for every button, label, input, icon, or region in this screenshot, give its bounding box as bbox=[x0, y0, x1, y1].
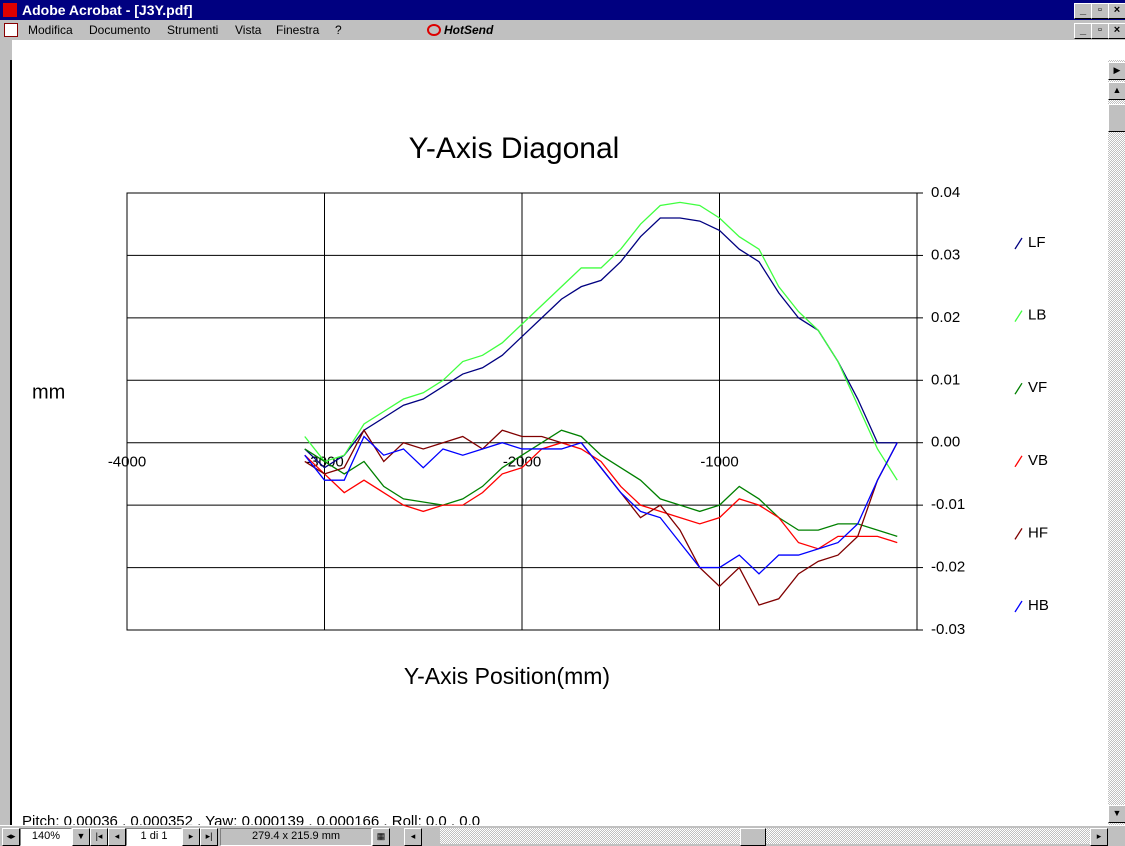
minimize-button[interactable]: _ bbox=[1074, 3, 1092, 19]
page-size: 279.4 x 215.9 mm bbox=[220, 828, 372, 846]
doc-icon bbox=[4, 23, 18, 37]
y-tick-label: -0.02 bbox=[931, 559, 965, 576]
data-line bbox=[304, 442, 898, 550]
status-bar: ◂▸ 140% ▼ |◂ ◂ 1 di 1 ▸ ▸| 279.4 x 215.9… bbox=[0, 825, 1125, 846]
next-page[interactable]: ▸ bbox=[182, 828, 200, 846]
prev-page[interactable]: ◂ bbox=[108, 828, 126, 846]
toolbar-strip bbox=[0, 40, 1125, 60]
y-tick-label: 0.04 bbox=[931, 184, 960, 201]
y-tick-label: 0.00 bbox=[931, 434, 960, 451]
y-axis-label: mm bbox=[32, 381, 65, 403]
x-tick-label: -4000 bbox=[108, 454, 146, 471]
legend-label: HF bbox=[1028, 524, 1048, 541]
horizontal-scrollbar[interactable] bbox=[440, 828, 1090, 846]
split-button[interactable]: ◂▸ bbox=[2, 828, 20, 846]
zoom-dropdown[interactable]: ▼ bbox=[72, 828, 90, 846]
hotsend-icon bbox=[427, 24, 441, 36]
legend-label: VF bbox=[1028, 379, 1047, 396]
legend-swatch bbox=[1014, 455, 1023, 468]
y-tick-label: 0.03 bbox=[931, 246, 960, 263]
legend-swatch bbox=[1014, 310, 1023, 322]
vertical-scrollbar[interactable]: ▶ ▲ ▼ bbox=[1108, 60, 1125, 825]
data-line bbox=[304, 429, 898, 537]
document-view: Y-Axis Diagonal Y-Axis Position(mm) mm P… bbox=[10, 60, 1108, 825]
menu-item[interactable]: Strumenti bbox=[167, 23, 219, 37]
scroll-right-button[interactable]: ▸ bbox=[1090, 828, 1108, 846]
legend-label: HB bbox=[1028, 597, 1049, 614]
x-tick-label: -1000 bbox=[700, 454, 738, 471]
legend-label: LB bbox=[1028, 307, 1046, 324]
scroll-left-button[interactable]: ◂ bbox=[404, 828, 422, 846]
data-line bbox=[304, 217, 898, 469]
h-scroll-thumb[interactable] bbox=[740, 828, 766, 846]
doc-close[interactable]: × bbox=[1108, 23, 1125, 39]
scroll-right-button[interactable]: ▶ bbox=[1108, 62, 1125, 80]
legend-label: LF bbox=[1028, 234, 1046, 251]
chart: Y-Axis Diagonal Y-Axis Position(mm) mm P… bbox=[22, 132, 1049, 825]
title-bar: Adobe Acrobat - [J3Y.pdf] _ ▫ × bbox=[0, 0, 1125, 20]
menu-item[interactable]: Documento bbox=[89, 23, 151, 37]
legend-label: VB bbox=[1028, 452, 1048, 469]
scroll-thumb[interactable] bbox=[1108, 104, 1125, 132]
footer-text: Pitch: 0.00036 , 0.000352 , Yaw: 0.00013… bbox=[22, 813, 480, 825]
data-line bbox=[304, 428, 898, 606]
y-tick-label: -0.03 bbox=[931, 621, 965, 638]
menu-item[interactable]: Modifica bbox=[28, 23, 73, 37]
layout-button[interactable]: ▦ bbox=[372, 828, 390, 846]
menu-item[interactable]: HotSend bbox=[444, 23, 494, 37]
legend-swatch bbox=[1014, 600, 1023, 613]
data-line bbox=[304, 201, 898, 481]
menu-item[interactable]: Finestra bbox=[276, 23, 320, 37]
window-title: Adobe Acrobat - [J3Y.pdf] bbox=[22, 2, 193, 18]
scroll-down-button[interactable]: ▼ bbox=[1108, 805, 1125, 823]
y-tick-label: -0.01 bbox=[931, 496, 965, 513]
legend-swatch bbox=[1014, 237, 1023, 250]
menu-item[interactable]: Vista bbox=[235, 23, 262, 37]
doc-restore[interactable]: ▫ bbox=[1091, 23, 1109, 39]
scroll-up-button[interactable]: ▲ bbox=[1108, 82, 1125, 100]
legend-swatch bbox=[1014, 528, 1023, 540]
y-tick-label: 0.01 bbox=[931, 371, 960, 388]
x-axis-label: Y-Axis Position(mm) bbox=[404, 663, 610, 689]
data-line bbox=[304, 435, 898, 575]
menu-bar: Modifica Documento Strumenti Vista Fines… bbox=[0, 20, 1125, 40]
page-field[interactable]: 1 di 1 bbox=[126, 828, 182, 846]
zoom-field[interactable]: 140% bbox=[20, 828, 72, 846]
restore-button[interactable]: ▫ bbox=[1091, 3, 1109, 19]
legend-swatch bbox=[1014, 382, 1023, 395]
app-icon bbox=[3, 3, 17, 17]
first-page[interactable]: |◂ bbox=[90, 828, 108, 846]
menu-item[interactable]: ? bbox=[335, 23, 342, 37]
last-page[interactable]: ▸| bbox=[200, 828, 218, 846]
close-button[interactable]: × bbox=[1108, 3, 1125, 19]
doc-minimize[interactable]: _ bbox=[1074, 23, 1092, 39]
chart-title: Y-Axis Diagonal bbox=[409, 132, 620, 165]
y-tick-label: 0.02 bbox=[931, 309, 960, 326]
